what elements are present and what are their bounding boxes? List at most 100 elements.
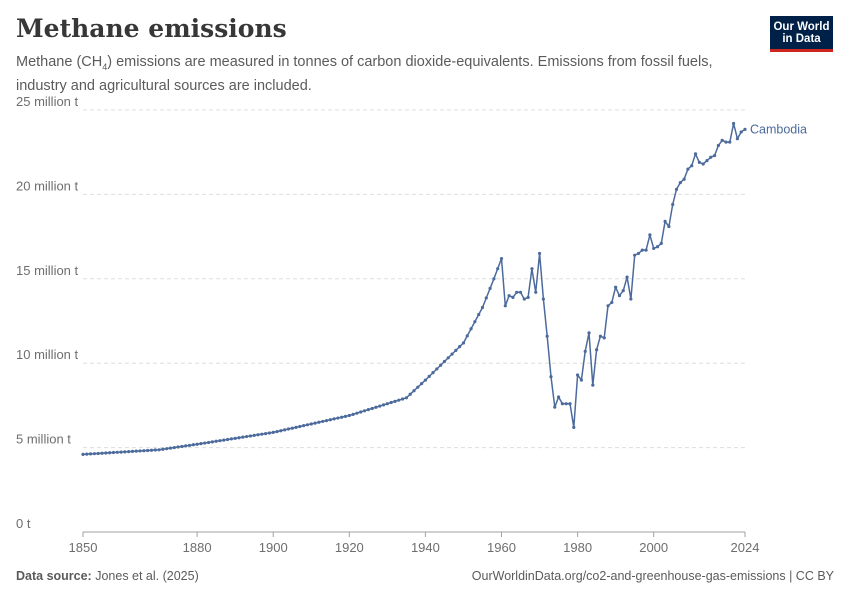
- y-tick-label: 20 million t: [16, 178, 79, 193]
- data-point: [724, 140, 728, 144]
- data-point: [362, 409, 367, 413]
- data-point: [267, 431, 272, 435]
- data-point: [598, 334, 603, 338]
- data-point: [427, 374, 431, 378]
- data-point: [712, 153, 717, 158]
- data-point: [271, 430, 275, 435]
- x-tick-label: 1850: [69, 540, 98, 555]
- data-point: [283, 428, 287, 432]
- data-point: [115, 450, 119, 454]
- data-point: [728, 140, 732, 144]
- data-point: [176, 445, 180, 449]
- data-point: [81, 452, 85, 456]
- data-point: [374, 405, 378, 409]
- data-point: [652, 246, 656, 251]
- data-point: [161, 447, 165, 451]
- data-point: [355, 411, 359, 415]
- data-point: [149, 448, 154, 452]
- data-point: [248, 434, 253, 438]
- data-point: [157, 448, 161, 452]
- data-point: [526, 295, 530, 299]
- data-point: [378, 404, 382, 408]
- y-tick-label: 15 million t: [16, 263, 79, 278]
- data-point: [701, 162, 705, 166]
- data-point: [636, 251, 641, 256]
- data-point: [678, 180, 682, 185]
- data-point: [397, 398, 401, 402]
- data-point: [648, 233, 652, 237]
- data-point: [720, 138, 724, 142]
- data-point: [469, 327, 473, 331]
- data-point: [572, 425, 576, 429]
- data-point: [256, 433, 260, 437]
- data-point: [602, 336, 606, 340]
- axes: 0 t 5 million t 10 million t 15 million t 20…: [16, 94, 759, 555]
- data-point: [450, 352, 454, 356]
- data-point: [431, 371, 435, 375]
- data-point: [206, 440, 211, 445]
- data-point: [203, 441, 207, 445]
- data-point: [225, 437, 230, 442]
- data-point: [108, 451, 112, 455]
- data-point: [130, 449, 135, 453]
- data-point: [553, 405, 557, 409]
- owid-logo[interactable]: Our World in Data: [770, 16, 833, 52]
- logo-line-1: Our World: [773, 21, 830, 33]
- data-point: [743, 127, 747, 132]
- x-tick-label: 2024: [731, 540, 760, 555]
- data-point: [393, 399, 397, 403]
- data-point: [534, 290, 538, 294]
- x-tick-label: 1900: [259, 540, 288, 555]
- data-point: [518, 290, 523, 294]
- data-source-value[interactable]: Jones et al. (2025): [91, 569, 199, 583]
- data-point: [579, 378, 584, 382]
- x-tick-label: 1940: [411, 540, 440, 555]
- data-point: [309, 422, 313, 426]
- data-point: [488, 286, 492, 290]
- data-point: [100, 451, 104, 455]
- data-point: [351, 412, 355, 416]
- data-point: [321, 419, 325, 424]
- data-point: [218, 439, 222, 443]
- footer-url[interactable]: OurWorldinData.org/co2-and-greenhouse-ga…: [471, 569, 834, 583]
- data-point: [739, 130, 743, 134]
- data-point: [644, 248, 648, 252]
- data-point: [610, 300, 614, 305]
- data-point: [735, 137, 739, 141]
- data-point: [530, 267, 534, 271]
- data-point: [347, 413, 351, 418]
- data-point: [252, 433, 256, 437]
- y-tick-label: 0 t: [16, 516, 31, 531]
- data-point: [477, 312, 481, 317]
- data-point: [210, 440, 214, 444]
- data-point: [731, 121, 736, 126]
- data-point: [275, 429, 279, 434]
- data-point: [693, 152, 698, 156]
- data-point: [541, 297, 545, 301]
- data-point: [484, 296, 488, 300]
- data-point: [370, 406, 374, 411]
- data-point: [629, 297, 633, 301]
- data-point: [244, 434, 249, 439]
- data-point: [104, 451, 108, 455]
- data-point: [172, 445, 176, 450]
- data-point: [134, 449, 138, 453]
- data-point: [111, 450, 116, 455]
- x-tick-label: 2000: [639, 540, 668, 555]
- data-point: [184, 444, 188, 448]
- series-label-cambodia: Cambodia: [750, 122, 807, 136]
- data-point: [328, 418, 332, 422]
- data-point: [511, 295, 515, 299]
- y-tick-label: 10 million t: [16, 347, 79, 362]
- data-point: [621, 289, 625, 293]
- data-point: [492, 277, 496, 281]
- data-point: [233, 436, 237, 440]
- data-point: [302, 424, 306, 428]
- data-source: Data source: Jones et al. (2025): [16, 569, 199, 583]
- data-point: [496, 267, 500, 271]
- data-point: [237, 436, 241, 440]
- data-point: [591, 383, 595, 387]
- data-point: [420, 382, 424, 386]
- data-point: [439, 363, 443, 367]
